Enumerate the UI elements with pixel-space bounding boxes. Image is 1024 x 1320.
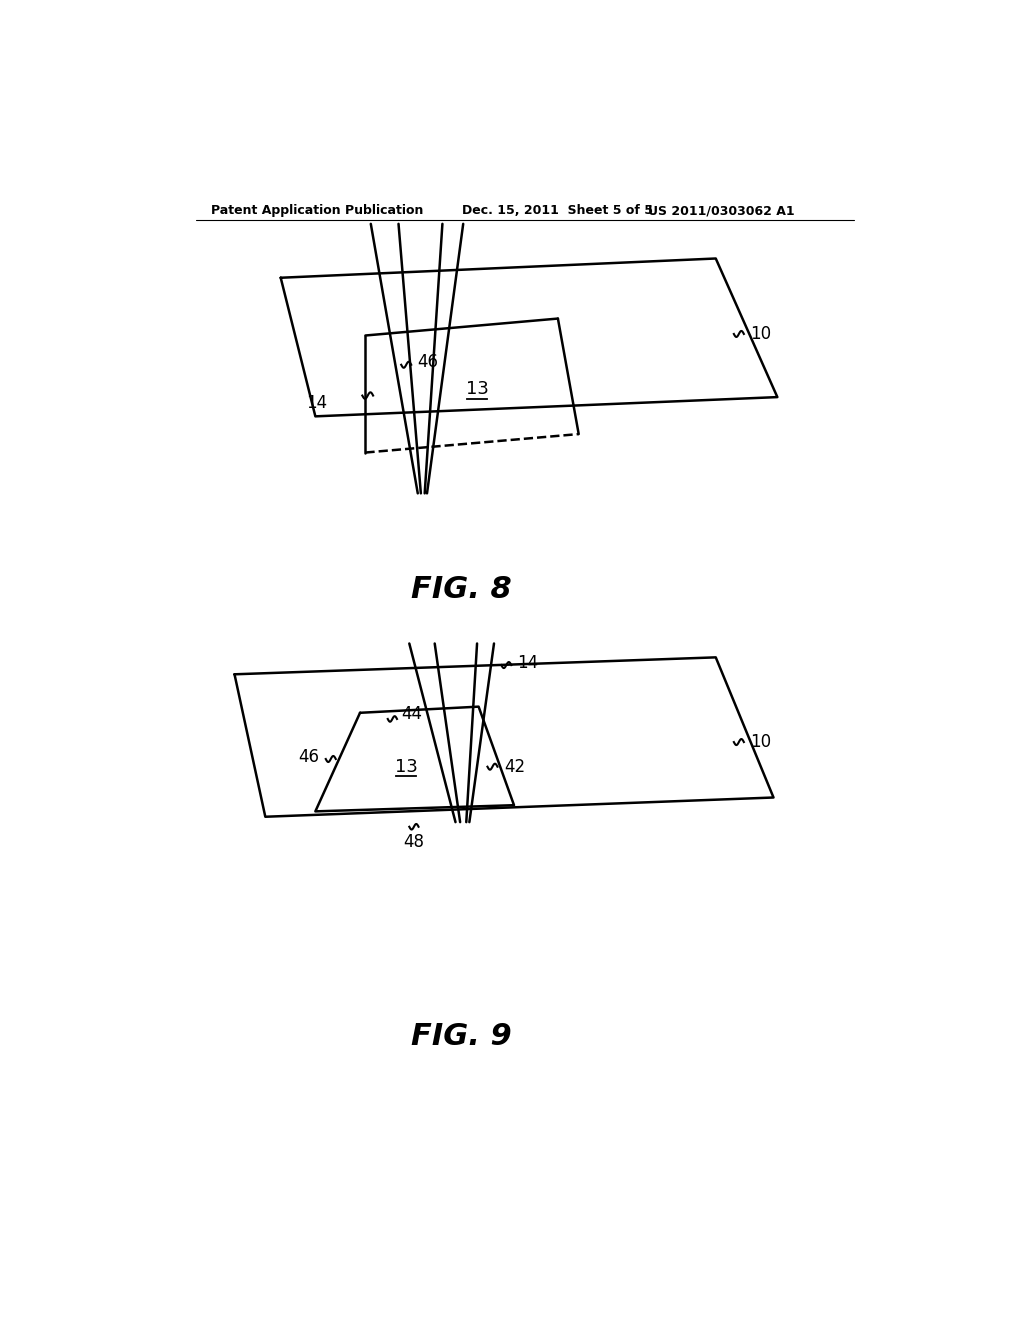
Text: 10: 10 xyxy=(751,733,771,751)
Text: 44: 44 xyxy=(401,705,423,723)
Text: 13: 13 xyxy=(395,758,418,776)
Text: 42: 42 xyxy=(504,758,525,776)
Text: 48: 48 xyxy=(403,833,424,851)
Text: Dec. 15, 2011  Sheet 5 of 5: Dec. 15, 2011 Sheet 5 of 5 xyxy=(462,205,652,218)
Text: 10: 10 xyxy=(751,325,771,343)
Text: US 2011/0303062 A1: US 2011/0303062 A1 xyxy=(648,205,795,218)
Text: 14: 14 xyxy=(306,395,327,412)
Text: 46: 46 xyxy=(417,354,438,371)
Text: Patent Application Publication: Patent Application Publication xyxy=(211,205,424,218)
Text: 13: 13 xyxy=(466,380,488,399)
Text: FIG. 8: FIG. 8 xyxy=(412,576,512,605)
Text: 14: 14 xyxy=(517,653,539,672)
Text: 46: 46 xyxy=(298,748,319,767)
Text: FIG. 9: FIG. 9 xyxy=(412,1022,512,1051)
